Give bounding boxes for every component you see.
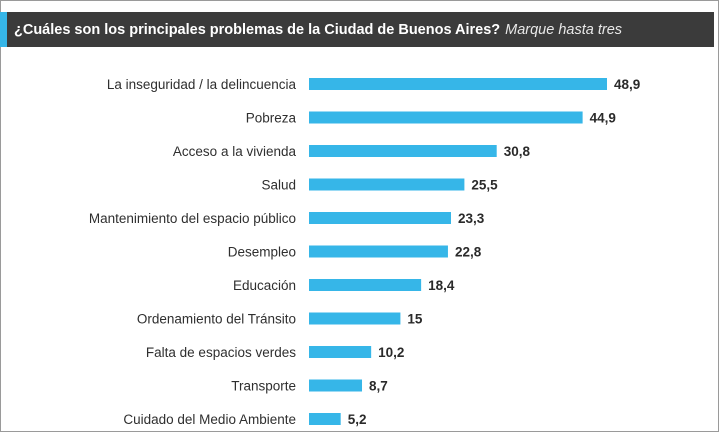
value-label: 48,9 bbox=[614, 77, 640, 92]
category-label: Pobreza bbox=[246, 111, 297, 126]
category-label: Educación bbox=[233, 278, 296, 293]
bar bbox=[309, 379, 363, 392]
bar bbox=[309, 78, 607, 90]
category-label: Cuidado del Medio Ambiente bbox=[123, 412, 296, 427]
category-label: Desempleo bbox=[228, 245, 296, 260]
value-label: 5,2 bbox=[348, 412, 367, 427]
bar bbox=[309, 212, 451, 224]
bar bbox=[309, 279, 422, 291]
chart-title: ¿Cuáles son los principales problemas de… bbox=[14, 21, 501, 38]
value-label: 44,9 bbox=[590, 111, 616, 126]
category-label: La inseguridad / la delincuencia bbox=[107, 77, 297, 92]
chart-subtitle: Marque hasta tres bbox=[505, 21, 623, 38]
value-label: 30,8 bbox=[504, 144, 531, 159]
bar bbox=[309, 111, 583, 124]
category-label: Falta de espacios verdes bbox=[146, 345, 296, 360]
bar bbox=[309, 346, 372, 358]
bar bbox=[309, 178, 465, 191]
category-label: Ordenamiento del Tránsito bbox=[137, 312, 296, 327]
chart-title-bar: ¿Cuáles son los principales problemas de… bbox=[0, 12, 714, 47]
value-label: 23,3 bbox=[458, 211, 485, 226]
bar bbox=[309, 312, 401, 325]
value-label: 10,2 bbox=[378, 345, 404, 360]
category-label: Transporte bbox=[231, 379, 296, 394]
bar bbox=[309, 145, 497, 157]
value-label: 15 bbox=[407, 312, 423, 327]
value-label: 8,7 bbox=[369, 379, 388, 394]
value-label: 25,5 bbox=[471, 178, 498, 193]
title-accent-stripe bbox=[0, 12, 7, 47]
value-label: 18,4 bbox=[428, 278, 455, 293]
value-label: 22,8 bbox=[455, 245, 482, 260]
bar bbox=[309, 413, 341, 425]
category-label: Acceso a la vivienda bbox=[173, 144, 297, 159]
category-label: Mantenimiento del espacio público bbox=[89, 211, 296, 226]
category-label: Salud bbox=[261, 178, 296, 193]
bar bbox=[309, 245, 448, 258]
